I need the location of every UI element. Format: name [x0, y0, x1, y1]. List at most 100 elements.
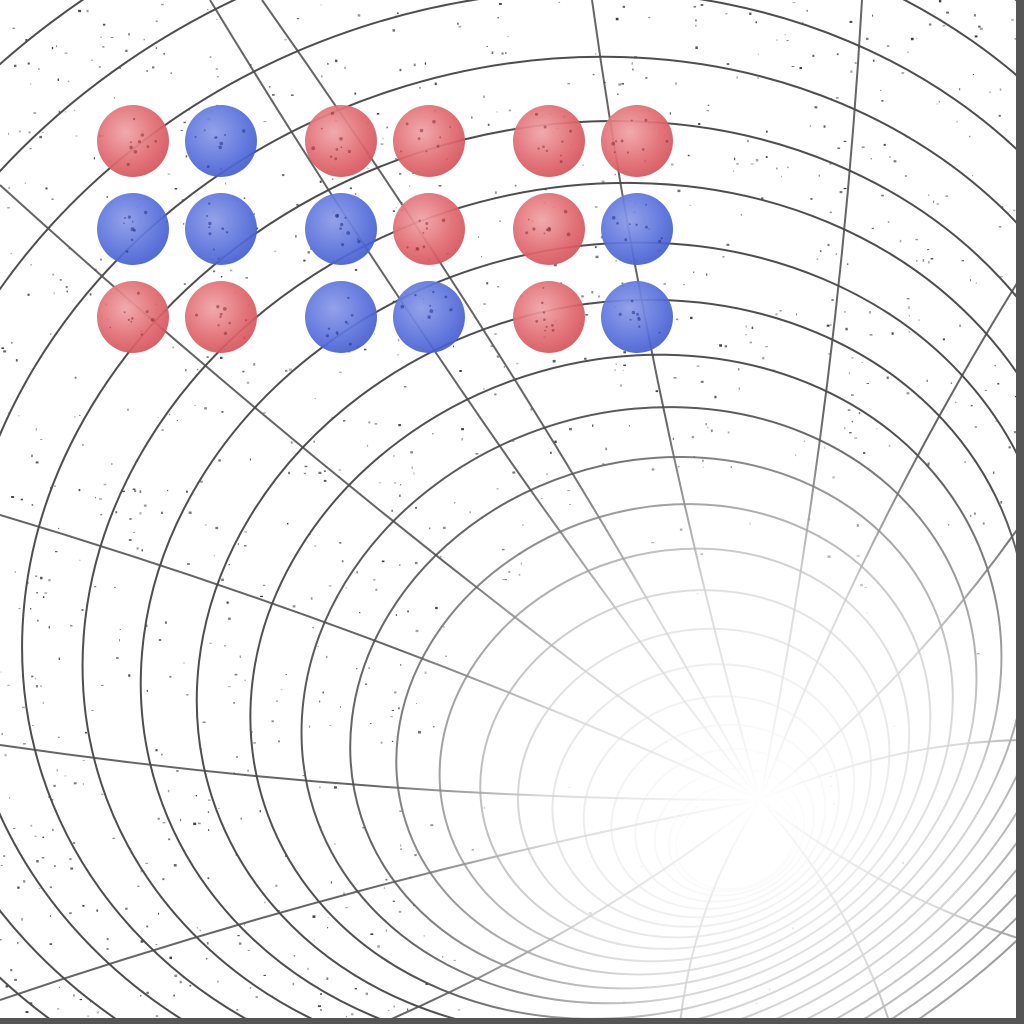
- blue-orb[interactable]: [601, 193, 673, 265]
- orb-speckle: [137, 140, 141, 144]
- orb-speckle: [218, 145, 222, 150]
- orb-speckle: [543, 125, 547, 129]
- blue-orb[interactable]: [305, 281, 377, 353]
- orb-grid: [97, 105, 673, 353]
- orb-speckle: [525, 231, 529, 235]
- orb-speckle: [449, 126, 451, 128]
- orb-speckle: [560, 154, 562, 157]
- orb-speckle: [311, 146, 316, 151]
- red-orb-body: [601, 105, 673, 177]
- orb-speckle: [630, 299, 634, 303]
- orb-speckle: [543, 232, 546, 235]
- orb-speckle: [130, 227, 135, 232]
- orb-speckle: [658, 239, 662, 243]
- orb-speckle: [415, 247, 420, 251]
- orb-speckle: [626, 151, 630, 154]
- orb-speckle: [320, 127, 323, 130]
- orb-speckle: [217, 257, 220, 260]
- orb-speckle: [547, 228, 551, 232]
- orb-speckle: [441, 218, 446, 223]
- orb-speckle: [543, 318, 546, 322]
- orb-speckle: [645, 203, 647, 206]
- blue-orb[interactable]: [393, 281, 465, 353]
- orb-speckle: [214, 136, 217, 139]
- orb-speckle: [645, 225, 648, 229]
- blue-orb[interactable]: [601, 281, 673, 353]
- orb-speckle: [532, 227, 536, 231]
- orb-speckle: [613, 151, 616, 154]
- orb-speckle: [131, 220, 134, 223]
- orb-speckle: [615, 140, 618, 143]
- red-orb[interactable]: [393, 105, 465, 177]
- orb-speckle: [131, 317, 134, 320]
- orb-speckle: [206, 165, 210, 169]
- orb-speckle: [208, 202, 211, 205]
- red-orb[interactable]: [185, 281, 257, 353]
- right-edge-bar: [1016, 0, 1024, 1024]
- orb-speckle: [140, 333, 143, 336]
- orb-speckle: [208, 226, 211, 229]
- orb-speckle: [537, 147, 540, 150]
- red-orb[interactable]: [513, 105, 585, 177]
- orb-speckle: [340, 146, 343, 149]
- orb-speckle: [449, 308, 453, 312]
- red-orb-body: [513, 281, 585, 353]
- orb-speckle: [436, 144, 440, 148]
- orb-speckle: [123, 222, 125, 225]
- orb-speckle: [224, 134, 227, 136]
- blue-orb[interactable]: [305, 193, 377, 265]
- orb-speckle: [422, 245, 426, 249]
- red-orb[interactable]: [601, 105, 673, 177]
- orb-speckle: [405, 122, 409, 126]
- blue-orb[interactable]: [185, 193, 257, 265]
- orb-speckle: [637, 317, 641, 321]
- orb-speckle: [357, 239, 361, 244]
- blue-orb[interactable]: [185, 105, 257, 177]
- red-orb[interactable]: [97, 105, 169, 177]
- red-orb-body: [97, 281, 169, 353]
- orb-speckle: [347, 323, 349, 325]
- orb-speckle: [347, 296, 350, 300]
- orb-speckle: [624, 238, 628, 242]
- orb-speckle: [631, 310, 636, 315]
- orb-speckle: [422, 232, 425, 234]
- orb-speckle: [545, 149, 549, 153]
- orb-speckle: [127, 318, 130, 321]
- orb-speckle: [132, 117, 136, 121]
- orb-speckle: [544, 329, 546, 332]
- red-orb[interactable]: [305, 105, 377, 177]
- orb-speckle: [356, 238, 359, 240]
- red-orb-body: [513, 105, 585, 177]
- orb-speckle: [428, 317, 431, 319]
- orb-speckle: [417, 137, 421, 141]
- orb-speckle: [335, 148, 339, 151]
- orb-speckle: [569, 129, 572, 133]
- orb-speckle: [566, 232, 571, 237]
- orb-speckle: [123, 311, 126, 314]
- red-orb[interactable]: [97, 281, 169, 353]
- red-orb-body: [305, 105, 377, 177]
- orb-speckle: [335, 213, 339, 218]
- orb-speckle: [346, 231, 351, 235]
- orb-speckle: [223, 331, 228, 336]
- orb-speckle: [347, 149, 351, 154]
- orb-speckle: [217, 324, 220, 327]
- orb-speckle: [542, 311, 546, 314]
- orb-speckle: [194, 136, 197, 138]
- blue-orb[interactable]: [97, 193, 169, 265]
- orb-speckle: [140, 133, 145, 137]
- red-orb[interactable]: [393, 193, 465, 265]
- red-orb[interactable]: [513, 281, 585, 353]
- orb-speckle: [129, 145, 133, 150]
- orb-speckle: [341, 243, 345, 247]
- orb-speckle: [350, 314, 354, 317]
- bottom-edge-bar: [0, 1018, 1024, 1024]
- orb-speckle: [145, 310, 149, 314]
- orb-speckle: [221, 227, 224, 230]
- orb-speckle: [228, 321, 231, 325]
- red-orb[interactable]: [513, 193, 585, 265]
- orb-speckle: [133, 150, 138, 154]
- orb-speckle: [551, 328, 555, 332]
